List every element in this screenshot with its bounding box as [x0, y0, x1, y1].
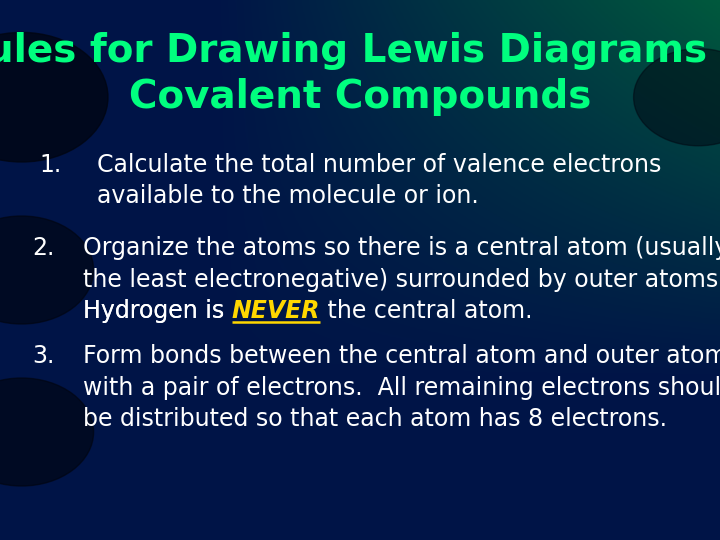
Text: 3.: 3.	[32, 345, 55, 368]
Text: the central atom.: the central atom.	[320, 299, 533, 323]
Circle shape	[0, 32, 108, 162]
Text: with a pair of electrons.  All remaining electrons should: with a pair of electrons. All remaining …	[83, 376, 720, 400]
Text: the least electronegative) surrounded by outer atoms.: the least electronegative) surrounded by…	[83, 268, 720, 292]
Text: Covalent Compounds: Covalent Compounds	[129, 78, 591, 116]
Circle shape	[0, 378, 94, 486]
Circle shape	[0, 216, 94, 324]
Text: Form bonds between the central atom and outer atoms: Form bonds between the central atom and …	[83, 345, 720, 368]
Text: 1.: 1.	[40, 153, 62, 177]
Circle shape	[634, 49, 720, 146]
Text: Hydrogen is: Hydrogen is	[83, 299, 232, 323]
Text: Organize the atoms so there is a central atom (usually: Organize the atoms so there is a central…	[83, 237, 720, 260]
Text: 2.: 2.	[32, 237, 55, 260]
Text: Calculate the total number of valence electrons: Calculate the total number of valence el…	[97, 153, 662, 177]
Text: available to the molecule or ion.: available to the molecule or ion.	[97, 184, 479, 208]
Text: be distributed so that each atom has 8 electrons.: be distributed so that each atom has 8 e…	[83, 407, 667, 431]
Text: Rules for Drawing Lewis Diagrams of: Rules for Drawing Lewis Diagrams of	[0, 32, 720, 70]
Text: Hydrogen is: Hydrogen is	[83, 299, 232, 323]
Text: NEVER: NEVER	[232, 299, 320, 323]
